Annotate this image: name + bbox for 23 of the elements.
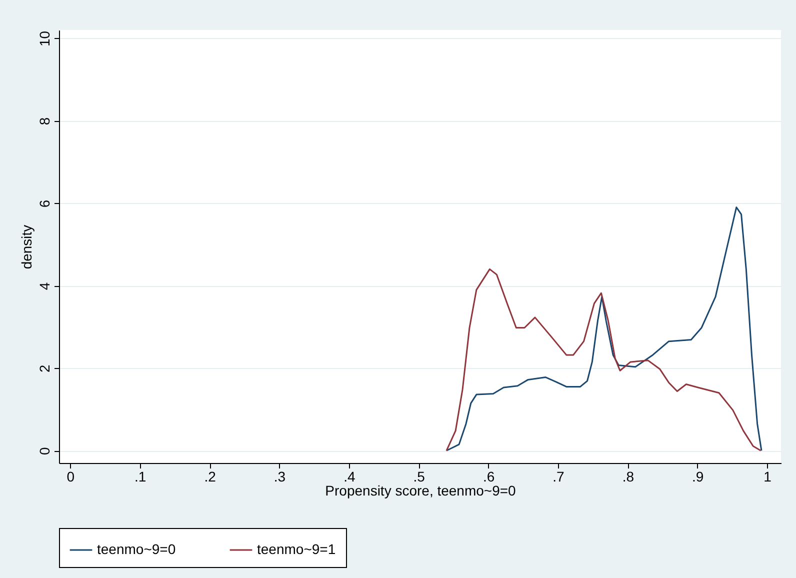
x-tick-label: .8 xyxy=(622,468,634,484)
y-tick-label: 10 xyxy=(36,30,52,47)
x-axis-title: Propensity score, teenmo~9=0 xyxy=(325,482,516,498)
y-axis-title: density xyxy=(18,224,34,270)
y-tick-label: 0 xyxy=(36,447,52,456)
x-tick-label: 0 xyxy=(66,468,75,484)
y-tick-label: 2 xyxy=(36,364,52,373)
y-tick-label: 8 xyxy=(36,117,52,126)
x-tick-label: .7 xyxy=(552,468,565,484)
x-tick-label: .1 xyxy=(134,468,146,484)
y-tick-label: 4 xyxy=(36,282,52,290)
x-tick-label: .2 xyxy=(204,468,216,484)
x-tick-label: .6 xyxy=(482,468,495,484)
x-tick-label: .9 xyxy=(692,468,704,484)
x-tick-label: .5 xyxy=(413,468,426,484)
x-tick-label: 1 xyxy=(764,468,772,484)
x-tick-label: .3 xyxy=(274,468,286,484)
x-tick-label: .4 xyxy=(344,468,356,484)
y-tick-label: 6 xyxy=(36,200,52,208)
legend-label: teenmo~9=0 xyxy=(97,541,176,557)
legend-label: teenmo~9=1 xyxy=(257,541,336,557)
line-series xyxy=(446,268,762,452)
line-series xyxy=(446,206,762,452)
